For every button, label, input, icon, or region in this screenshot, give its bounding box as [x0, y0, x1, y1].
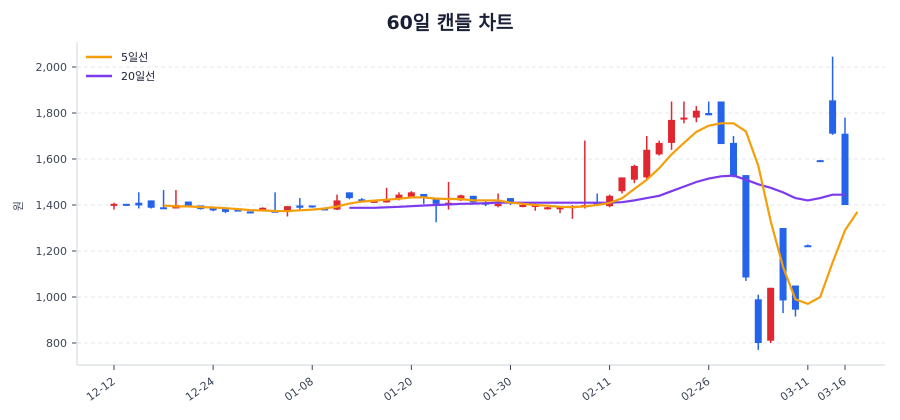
candle-body [184, 201, 192, 207]
candle-body [655, 142, 663, 155]
y-tick-label: 800 [46, 337, 67, 350]
candle-body [668, 119, 676, 143]
candle-body [246, 211, 254, 214]
legend-label: 5일선 [121, 50, 148, 64]
candle-body [308, 205, 316, 208]
candle-body [618, 177, 626, 192]
candle-body [606, 195, 614, 207]
y-tick-label: 1,000 [36, 291, 68, 304]
candle-body [816, 160, 824, 163]
candle-body [593, 202, 601, 205]
y-axis-label: 원 [12, 201, 25, 211]
candle-body [222, 208, 230, 212]
candle-body [345, 192, 353, 199]
candle-body [110, 203, 118, 206]
candle-body [147, 200, 155, 208]
y-tick-label: 1,600 [36, 153, 68, 166]
candle-body [544, 207, 552, 210]
candle-body [420, 193, 428, 199]
candle-body [841, 133, 849, 205]
candle-body [643, 149, 651, 178]
candle-body [383, 200, 391, 203]
x-tick-label: 12-12 [84, 375, 118, 404]
ma5-line [163, 122, 859, 305]
y-tick-label: 2,000 [36, 61, 68, 74]
candle-body [296, 205, 304, 208]
candle-body [407, 192, 415, 197]
candle-body [333, 200, 341, 210]
x-tick-label: 03-11 [778, 375, 812, 404]
candle-body [754, 299, 762, 343]
candle-body [506, 198, 514, 203]
candle-body [494, 203, 502, 207]
x-tick-label: 01-08 [282, 375, 316, 404]
candle-body [395, 194, 403, 200]
candle-body [457, 195, 465, 201]
candle-body [829, 100, 837, 134]
candle-body [259, 207, 267, 210]
x-tick-label: 02-26 [679, 375, 713, 404]
candle-body [804, 245, 812, 248]
y-tick-label: 1,400 [36, 199, 68, 212]
candle-body [432, 199, 440, 204]
candle-body [209, 208, 217, 211]
candle-body [122, 203, 130, 206]
chart-title: 60일 캔들 차트 [386, 12, 514, 34]
x-tick-label: 12-24 [183, 375, 217, 404]
candle-body [729, 142, 737, 177]
x-tick-label: 01-20 [381, 375, 415, 404]
candle-body [767, 287, 775, 341]
candle-body [135, 202, 143, 206]
candle-body [234, 209, 242, 212]
candle-body [742, 175, 750, 278]
legend-label: 20일선 [121, 69, 155, 83]
y-tick-label: 1,800 [36, 107, 68, 120]
x-tick-label: 01-30 [481, 375, 515, 404]
x-tick-label: 03-16 [815, 375, 849, 404]
candle-body [160, 207, 168, 210]
candle-body [469, 195, 477, 203]
candle-body [556, 207, 564, 210]
candle-body [358, 199, 366, 202]
y-tick-label: 1,200 [36, 245, 68, 258]
candle-body [519, 205, 527, 207]
candle-body [705, 113, 713, 116]
candle-body [283, 206, 291, 212]
candle-body [630, 165, 638, 180]
candle-body [680, 117, 688, 120]
candle-body [692, 110, 700, 118]
candle-body [370, 200, 378, 203]
x-tick-label: 02-11 [580, 375, 614, 404]
